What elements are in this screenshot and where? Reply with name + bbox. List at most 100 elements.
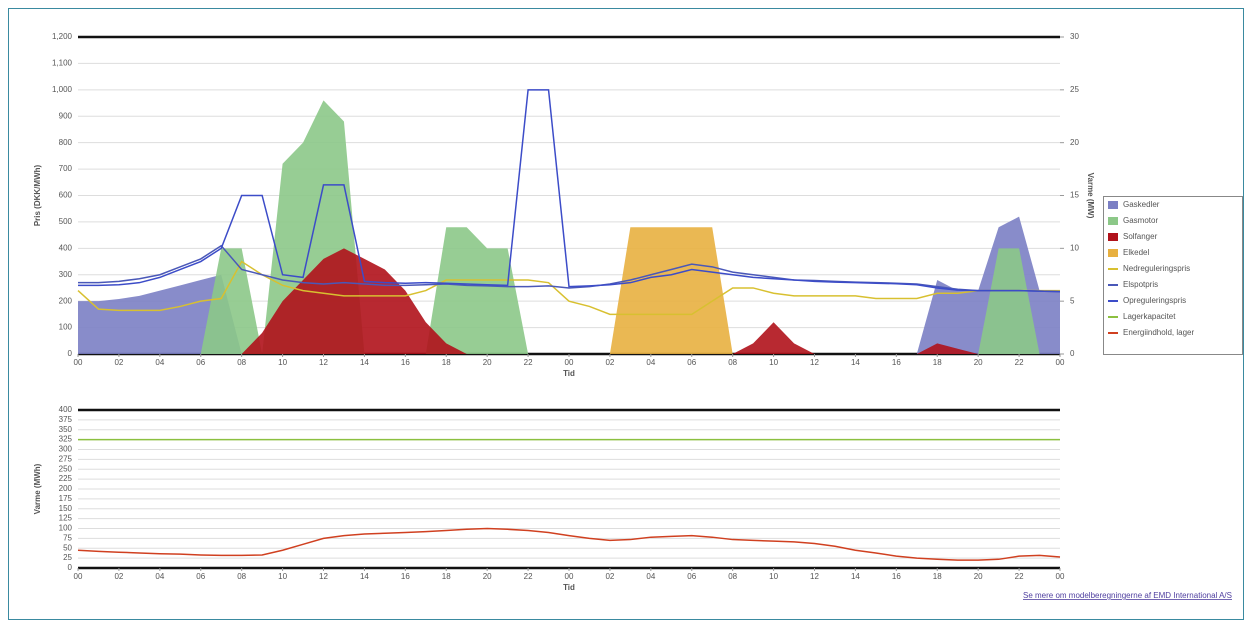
- x-tick-label: 06: [687, 572, 696, 581]
- legend-label: Gaskedler: [1123, 200, 1160, 209]
- legend-swatch: [1108, 201, 1118, 209]
- x-tick-label: 00: [565, 358, 574, 367]
- y-tick-label: 100: [59, 524, 73, 533]
- y-tick-label: 125: [59, 514, 73, 523]
- y-tick-label: 0: [68, 349, 73, 358]
- legend-label: Opreguleringspris: [1123, 296, 1186, 305]
- x-tick-label: 00: [1056, 572, 1065, 581]
- y2-axis-label: Varme (MW): [1086, 173, 1095, 219]
- legend-label: Lagerkapacitet: [1123, 312, 1176, 321]
- y2-tick-label: 5: [1070, 296, 1075, 305]
- x-tick-label: 04: [155, 358, 164, 367]
- x-tick-label: 22: [524, 358, 533, 367]
- x-tick-label: 00: [74, 572, 83, 581]
- y-tick-label: 250: [59, 464, 73, 473]
- y-tick-label: 600: [59, 191, 73, 200]
- y-axis-label: Varme (MWh): [33, 463, 42, 514]
- x-tick-label: 06: [196, 572, 205, 581]
- legend-label: Elkedel: [1123, 248, 1149, 257]
- y-tick-label: 200: [59, 296, 73, 305]
- y-tick-label: 25: [63, 553, 72, 562]
- x-tick-label: 18: [933, 358, 942, 367]
- x-tick-label: 10: [278, 572, 287, 581]
- x-tick-label: 04: [646, 358, 655, 367]
- y-tick-label: 100: [59, 323, 73, 332]
- link[interactable]: Se mere om modelberegningerne af EMD Int…: [1023, 591, 1232, 600]
- x-tick-label: 08: [728, 572, 737, 581]
- y-tick-label: 300: [59, 270, 73, 279]
- y-tick-label: 900: [59, 111, 73, 120]
- legend-label: Gasmotor: [1123, 216, 1158, 225]
- legend-swatch: [1108, 233, 1118, 241]
- y-tick-label: 1,100: [52, 59, 73, 68]
- y-tick-label: 0: [68, 563, 73, 572]
- y2-tick-label: 25: [1070, 85, 1079, 94]
- y2-tick-label: 10: [1070, 243, 1079, 252]
- x-tick-label: 20: [483, 358, 492, 367]
- x-tick-label: 04: [155, 572, 164, 581]
- legend-label: Elspotpris: [1123, 280, 1158, 289]
- x-tick-label: 00: [565, 572, 574, 581]
- x-tick-label: 02: [114, 358, 123, 367]
- area: [78, 100, 1060, 355]
- x-tick-label: 14: [360, 358, 369, 367]
- x-tick-label: 16: [401, 358, 410, 367]
- y-axis-label: Pris (DKK/MWh): [33, 165, 42, 227]
- y-tick-label: 800: [59, 138, 73, 147]
- x-tick-label: 02: [114, 572, 123, 581]
- area: [78, 248, 1060, 354]
- x-tick-label: 12: [319, 572, 328, 581]
- line: [77, 260, 1060, 316]
- x-tick-label: 18: [442, 358, 451, 367]
- y-tick-label: 1,200: [52, 32, 73, 41]
- y-tick-label: 400: [59, 243, 73, 252]
- y-tick-label: 500: [59, 217, 73, 226]
- x-tick-label: 22: [524, 572, 533, 581]
- x-tick-label: 06: [687, 358, 696, 367]
- x-tick-label: 00: [74, 358, 83, 367]
- x-tick-label: 20: [974, 572, 983, 581]
- x-tick-label: 14: [851, 572, 860, 581]
- x-tick-label: 04: [646, 572, 655, 581]
- x-tick-label: 12: [810, 358, 819, 367]
- y-tick-label: 50: [63, 543, 72, 552]
- y-tick-label: 325: [59, 435, 73, 444]
- y2-tick-label: 20: [1070, 138, 1079, 147]
- x-tick-label: 20: [974, 358, 983, 367]
- y2-tick-label: 0: [1070, 349, 1075, 358]
- y-tick-label: 200: [59, 484, 73, 493]
- y-tick-label: 400: [59, 405, 73, 414]
- y-tick-label: 350: [59, 425, 73, 434]
- x-tick-label: 16: [401, 572, 410, 581]
- y-tick-label: 700: [59, 164, 73, 173]
- x-tick-label: 14: [360, 572, 369, 581]
- y-tick-label: 375: [59, 415, 73, 424]
- x-tick-label: 10: [769, 358, 778, 367]
- legend-label: Energiindhold, lager: [1123, 328, 1194, 337]
- x-tick-label: 10: [278, 358, 287, 367]
- x-tick-label: 16: [892, 358, 901, 367]
- legend-label: Nedreguleringspris: [1123, 264, 1190, 273]
- y-tick-label: 150: [59, 504, 73, 513]
- x-tick-label: 14: [851, 358, 860, 367]
- x-tick-label: 06: [196, 358, 205, 367]
- y-tick-label: 225: [59, 474, 73, 483]
- x-axis-label: Tid: [563, 583, 575, 592]
- x-tick-label: 12: [319, 358, 328, 367]
- y-tick-label: 1,000: [52, 85, 73, 94]
- x-tick-label: 02: [605, 572, 614, 581]
- legend-swatch: [1108, 249, 1118, 257]
- y-tick-label: 175: [59, 494, 73, 503]
- x-tick-label: 08: [237, 572, 246, 581]
- line: [77, 527, 1061, 561]
- x-tick-label: 08: [728, 358, 737, 367]
- legend-box: [1103, 196, 1243, 355]
- x-tick-label: 18: [933, 572, 942, 581]
- y-tick-label: 300: [59, 445, 73, 454]
- x-tick-label: 02: [605, 358, 614, 367]
- frame: [8, 8, 1244, 620]
- y2-tick-label: 30: [1070, 32, 1079, 41]
- x-tick-label: 22: [1015, 572, 1024, 581]
- x-axis-label: Tid: [563, 369, 575, 378]
